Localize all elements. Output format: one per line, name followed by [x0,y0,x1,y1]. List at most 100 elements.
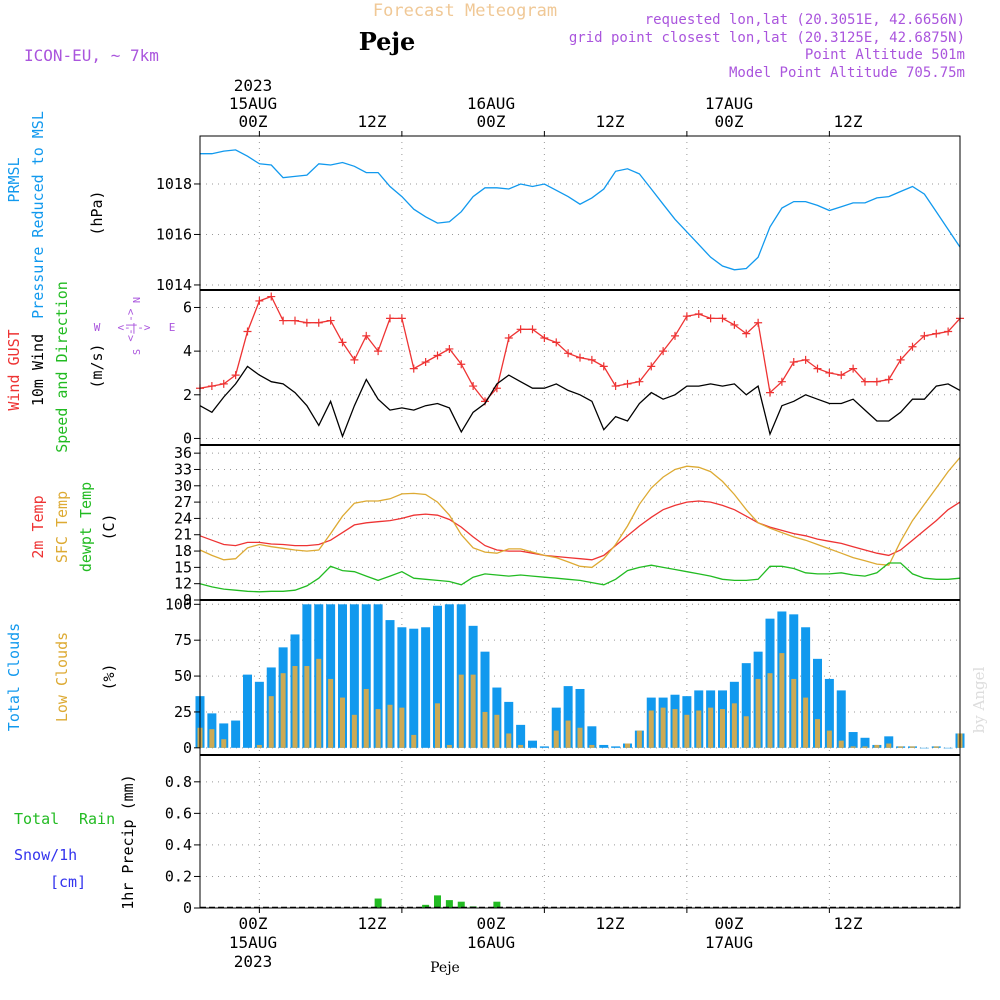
compass-east: E [169,321,176,334]
precip-cm-label: [cm] [50,873,86,891]
total-clouds-bar-24 [480,651,490,748]
ytick-label-wind-3: 6 [183,298,192,316]
clouds-panel-labels: Total Clouds Low Clouds (%) [5,623,118,731]
low-clouds-bar-24 [482,711,488,748]
top-tick-label-4: 12Z [596,112,625,131]
gust-marker-57 [872,377,881,386]
gust-marker-49 [777,377,786,386]
wind-panel-labels: Wind GUST 10m Wind Speed and Direction (… [5,281,106,453]
total-clouds-bar-27 [516,724,526,748]
model-point-altitude: Model Point Altitude 705.75m [729,65,965,81]
total-clouds-bar-29 [539,746,549,748]
sfc-line [199,457,961,569]
gust-marker-31 [564,349,573,358]
total-clouds-bar-26 [504,701,514,748]
model-label: ICON-EU, ~ 7km [24,46,159,65]
point-altitude: Point Altitude 501m [805,47,965,63]
total-clouds-bar-12 [338,604,347,748]
low-clouds-bar-16 [387,704,393,748]
gust-marker-23 [469,382,478,391]
low-clouds-bar-18 [411,734,417,748]
low-clouds-bar-33 [589,744,595,748]
total-clouds-bar-33 [587,726,597,748]
gust-marker-29 [540,334,549,343]
top-tick-label-6: 12Z [834,112,863,131]
ytick-label-precip-3: 0.6 [165,804,192,822]
bars-layer [195,604,965,909]
watermark: by Angel [970,666,988,733]
precip-rain-label: Rain [79,810,115,828]
gust-marker-44 [718,314,727,323]
precip-panel-labels: Total Rain Snow/1h [cm] 1hr Precip (mm) [14,774,137,909]
grid-point-coords: grid point closest lon,lat (20.3125E, 42… [569,30,965,46]
total-clouds-bar-31 [563,686,573,748]
low-clouds-bar-14 [363,688,369,748]
low-clouds-bar-50 [791,678,797,748]
gust-marker-38 [647,362,656,371]
gust-marker-33 [587,355,596,364]
low-clouds-bar-9 [304,666,310,748]
top-tick-label-2: 12Z [358,112,387,131]
gust-marker-43 [706,314,715,323]
gust-marker-52 [813,364,822,373]
low-clouds-bar-54 [838,740,844,748]
total-clouds-bar-21 [444,604,454,748]
low-clouds-bar-10 [316,658,322,748]
low-clouds-bar-21 [446,744,452,748]
ytick-label-pressure-1: 1016 [156,225,192,243]
low-clouds-bar-22 [458,674,464,748]
footer-location: Peje [430,960,460,976]
gust-marker-41 [682,312,691,321]
ytick-label-clouds-3: 75 [174,631,192,649]
top-tick-label-3: 00Z [477,112,506,131]
top-tick-label-5: 00Z [715,112,744,131]
gust-marker-46 [742,329,751,338]
compass-arrows-horizontal: <-|-> [117,321,150,334]
low-clouds-bar-37 [636,730,642,748]
low-clouds-bar-59 [898,746,904,748]
total-clouds-bar-17 [397,627,407,748]
gust-marker-2 [219,379,228,388]
total-clouds-bar-30 [551,707,561,748]
low-clouds-bar-55 [850,746,856,748]
compass-south: S [132,349,143,355]
gust-marker-47 [754,318,763,327]
total-clouds-bar-61 [919,747,929,749]
rain-bar-1 [422,904,430,908]
total-clouds-label: Total Clouds [5,623,23,731]
gust-marker-7 [279,316,288,325]
total-clouds-bar-34 [599,744,609,748]
top-year-label: 2023 [234,76,273,95]
ytick-label-clouds-2: 50 [174,667,192,685]
total-clouds-bar-11 [326,604,336,748]
gust-marker-55 [849,364,858,373]
low-clouds-bar-2 [221,739,227,748]
total-clouds-bar-53 [824,678,834,748]
low-clouds-bar-43 [708,707,714,748]
low-clouds-bar-57 [874,744,880,748]
pressure-panel-labels: PRMSL Pressure Reduced to MSL (hPa) [5,111,106,319]
low-clouds-bar-17 [399,707,405,748]
low-clouds-bar-38 [648,710,654,748]
total-clouds-bar-54 [836,690,846,748]
low-clouds-bar-30 [553,730,559,748]
gust-marker-19 [421,358,430,367]
gust-marker-21 [445,344,454,353]
sfc-temp-label: SFC Temp [53,491,71,563]
gust-line [199,295,961,403]
low-clouds-bar-6 [268,696,274,748]
gust-marker-6 [267,292,276,301]
total-clouds-bar-52 [813,658,822,748]
dewpt-label: dewpt Temp [77,482,95,572]
ytick-label-temperature-5: 24 [174,509,192,527]
temperature-panel-labels: 2m Temp SFC Temp dewpt Temp (C) [29,482,118,572]
location-title: Peje [359,27,416,56]
gust-marker-37 [635,377,644,386]
low-clouds-bar-39 [660,707,666,748]
gust-marker-17 [397,314,406,323]
ytick-label-wind-1: 2 [183,386,192,404]
ytick-label-clouds-4: 100 [165,595,192,613]
total-clouds-bar-4 [243,674,252,748]
ytick-label-temperature-8: 33 [174,460,192,478]
